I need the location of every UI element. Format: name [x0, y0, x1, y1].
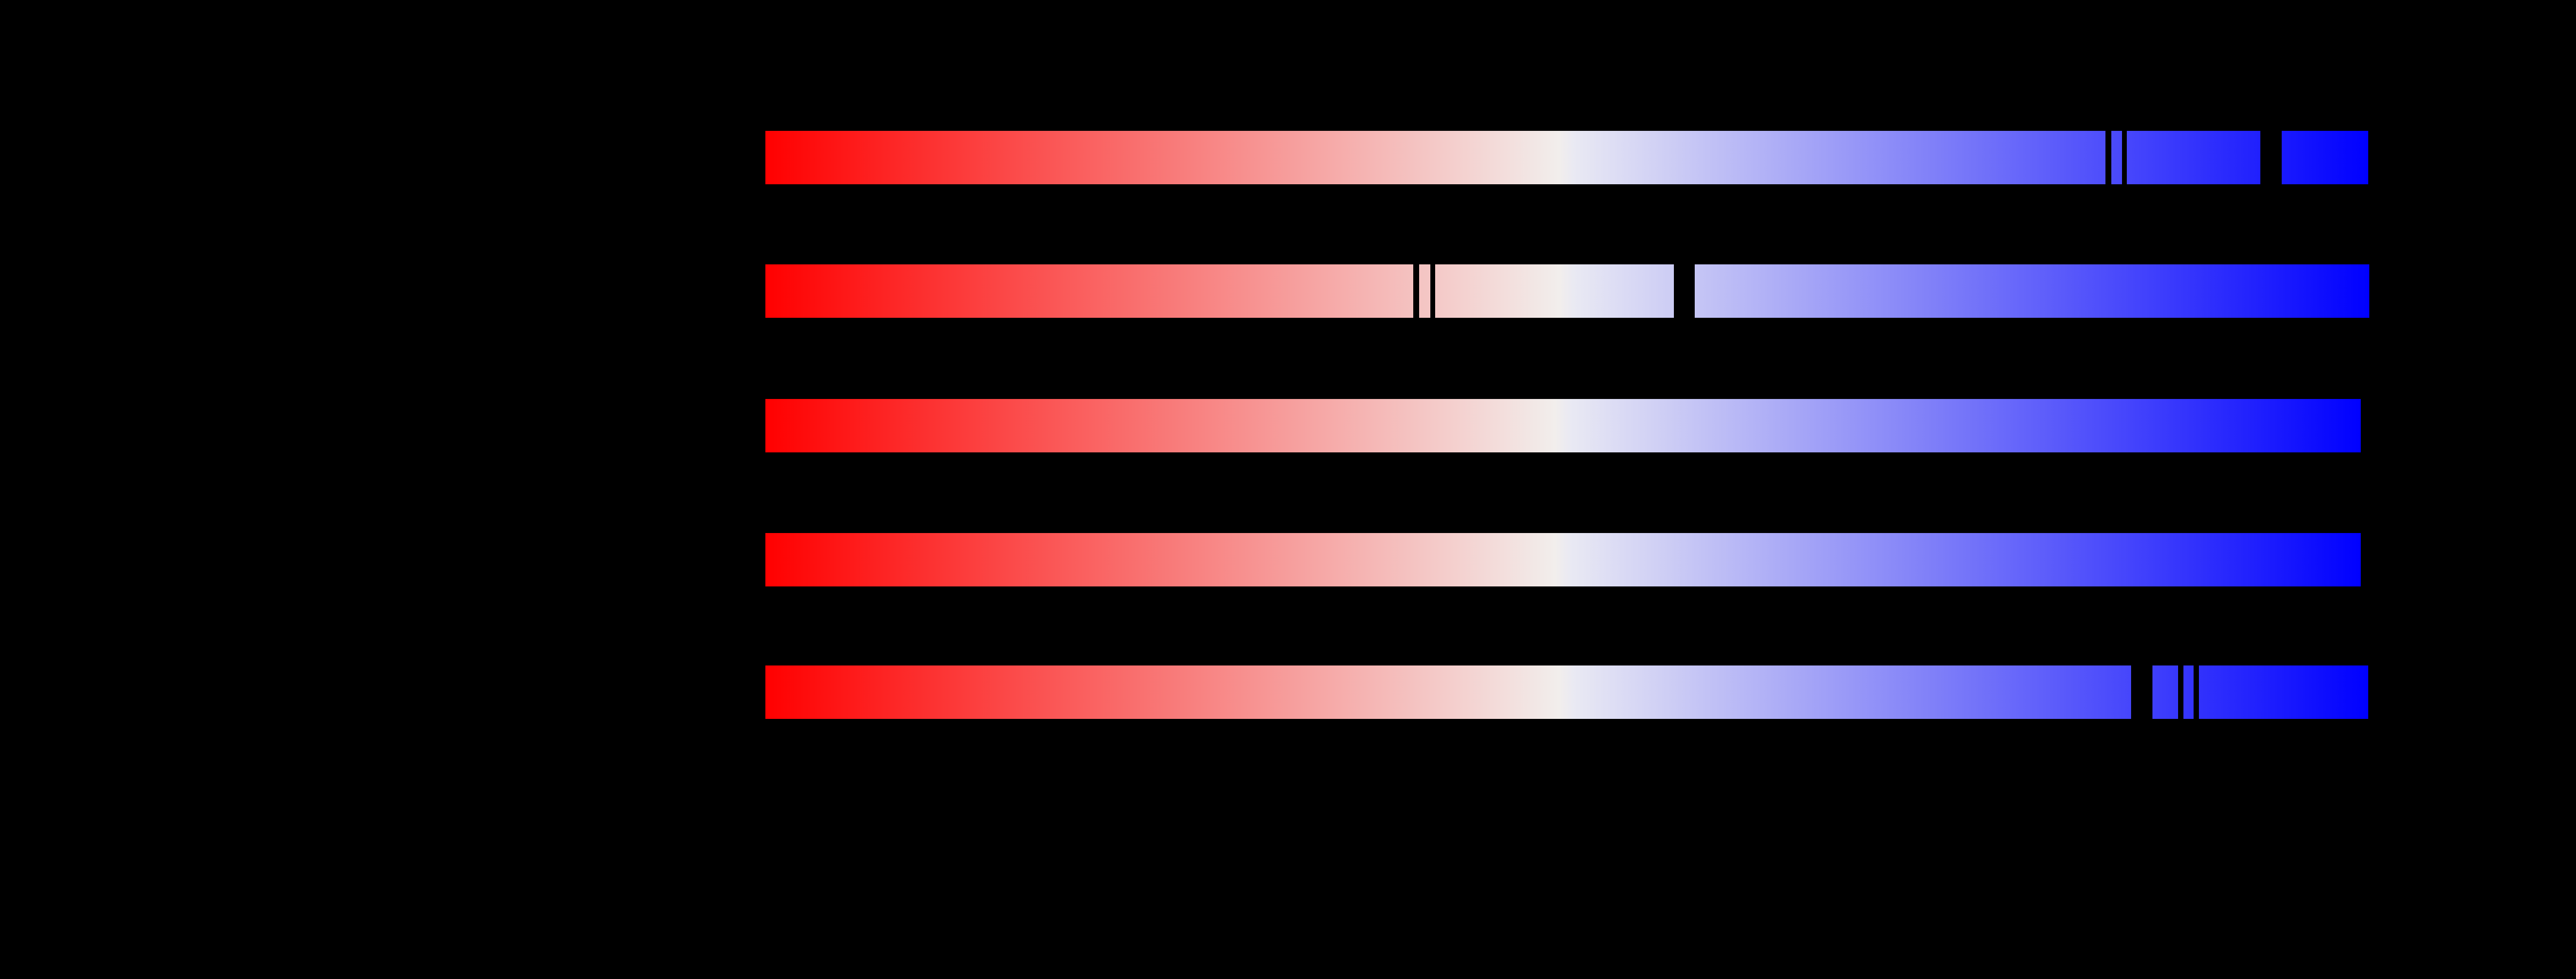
bar-gap [2131, 665, 2152, 719]
gradient-bar-2 [765, 264, 2369, 318]
gradient-bar-5 [765, 665, 2368, 719]
bar-gap [1674, 264, 1695, 318]
bar-gap [1413, 264, 1419, 318]
bar-gap [2194, 665, 2199, 719]
gradient-bar-3 [765, 399, 2361, 452]
bar-gap [2122, 130, 2127, 185]
bar-gap [1430, 264, 1435, 318]
bar-gap [2105, 130, 2111, 185]
bar-gap [2260, 130, 2282, 185]
gradient-bar-4 [765, 533, 2361, 586]
bar-gap [2178, 665, 2183, 719]
gradient-bar-1 [765, 130, 2368, 185]
